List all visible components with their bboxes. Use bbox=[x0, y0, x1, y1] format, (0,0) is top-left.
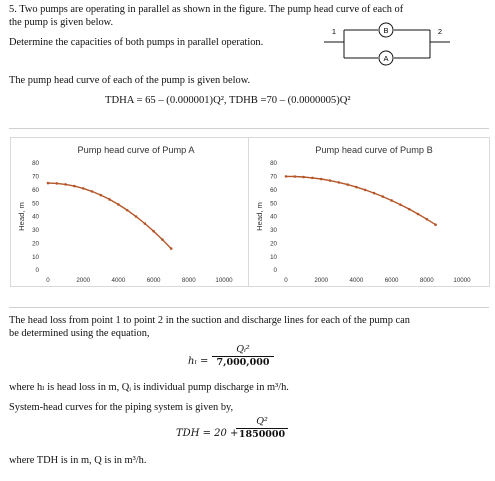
head-loss-where: where hₗ is head loss in m, Qᵢ is indivi… bbox=[9, 382, 289, 393]
chart-pump-a: Pump head curve of Pump A 0 10 20 30 40 50 60 70… bbox=[10, 137, 252, 287]
pump-a-y-tick-4: 40 bbox=[32, 214, 39, 221]
parallel-pump-schematic: B A 1 2 bbox=[324, 22, 450, 66]
pump-a-y-tick-0: 0 bbox=[36, 267, 40, 274]
pump-a-x-tick-1: 2000 bbox=[76, 277, 90, 284]
pump-b-series-0-point-17 bbox=[434, 223, 437, 226]
system-denominator: 1850000 bbox=[236, 428, 288, 441]
head-loss-denominator: 7,000,000 bbox=[212, 356, 274, 369]
pump-b-series-0-point-16 bbox=[425, 217, 429, 221]
pump-b-x-tick-2: 4000 bbox=[350, 277, 364, 284]
pump-a-series-0-point-13 bbox=[161, 238, 164, 241]
pump-b-symbol bbox=[378, 22, 394, 38]
pump-a-series-0-point-3 bbox=[73, 184, 76, 188]
system-where: where TDH is in m, Q is in m³/h. bbox=[9, 455, 147, 466]
pump-a-x-tick-0: 0 bbox=[46, 277, 50, 284]
pump-b-series-0-line bbox=[285, 175, 436, 226]
pump-b-y-label: Head, m bbox=[255, 202, 264, 231]
system-lhs: TDH = 20 + bbox=[176, 428, 239, 439]
pump-b-series-0-point-12 bbox=[390, 199, 393, 202]
pump-a-symbol bbox=[378, 50, 394, 66]
pump-b-frame bbox=[248, 137, 490, 287]
pump-b-series-0-point-6 bbox=[337, 181, 341, 184]
pump-b-series-0-point-3 bbox=[311, 176, 314, 180]
pump-b-series-0-point-8 bbox=[355, 185, 358, 189]
curves-intro: The pump head curve of each of the pump … bbox=[9, 75, 251, 86]
system-fraction: Q² 1850000 bbox=[236, 416, 288, 441]
pump-b-series-0-point-4 bbox=[319, 177, 323, 181]
pump-b-x-tick-4: 8000 bbox=[420, 277, 434, 284]
pump-b-series-0-point-9 bbox=[363, 188, 367, 192]
pump-b-series-0-point-13 bbox=[399, 203, 402, 206]
pump-a-y-tick-6: 60 bbox=[32, 187, 39, 194]
node-2-label: 2 bbox=[438, 27, 442, 36]
pump-b-series-0-point-10 bbox=[372, 191, 376, 195]
pump-a-y-tick-5: 50 bbox=[32, 200, 39, 207]
pump-b-y-tick-1: 10 bbox=[270, 254, 277, 261]
pump-a-series-0-point-14 bbox=[169, 247, 173, 250]
pump-a-label: A bbox=[383, 54, 388, 63]
pump-a-y-tick-7: 70 bbox=[32, 174, 39, 181]
pump-a-series-0-point-6 bbox=[99, 193, 103, 197]
pump-b-y-tick-4: 40 bbox=[270, 214, 277, 221]
head-loss-numerator: Qᵢ² bbox=[236, 344, 250, 355]
pump-b-series-0-point-1 bbox=[293, 175, 297, 178]
node-1-label: 1 bbox=[332, 27, 336, 36]
pump-b-y-tick-6: 60 bbox=[270, 187, 277, 194]
pump-b-y-tick-0: 0 bbox=[274, 267, 278, 274]
pump-a-x-tick-4: 8000 bbox=[182, 277, 196, 284]
pump-a-y-tick-2: 20 bbox=[32, 240, 39, 247]
system-numerator: Q² bbox=[256, 416, 268, 427]
pump-a-series-0-point-11 bbox=[143, 222, 147, 225]
head-loss-lhs: hₗ = bbox=[188, 356, 209, 367]
problem-line-3: Determine the capacities of both pumps i… bbox=[9, 37, 264, 48]
pump-b-series-0-point-2 bbox=[302, 175, 305, 179]
system-intro: System-head curves for the piping system… bbox=[9, 402, 234, 413]
head-loss-intro-1: The head loss from point 1 to point 2 in… bbox=[9, 315, 410, 326]
pump-b-x-tick-0: 0 bbox=[284, 277, 288, 284]
divider-bottom bbox=[9, 307, 489, 308]
pump-b-x-tick-3: 6000 bbox=[385, 277, 399, 284]
pump-a-series-0-point-0 bbox=[46, 181, 50, 185]
pump-a-x-tick-5: 10000 bbox=[215, 277, 233, 284]
pump-a-series-0-point-5 bbox=[90, 190, 94, 193]
divider-top bbox=[9, 128, 489, 129]
pump-a-x-tick-3: 6000 bbox=[147, 277, 161, 284]
pump-b-y-tick-8: 80 bbox=[270, 160, 277, 167]
pump-b-label: B bbox=[383, 26, 388, 35]
pump-b-y-tick-5: 50 bbox=[270, 200, 277, 207]
pump-a-y-tick-8: 80 bbox=[32, 160, 39, 167]
pump-a-series-0-point-7 bbox=[108, 198, 111, 201]
pump-a-series-0-point-1 bbox=[55, 182, 59, 185]
pump-a-title: Pump head curve of Pump A bbox=[78, 145, 196, 155]
pump-b-series-0-point-14 bbox=[407, 207, 411, 211]
pump-b-x-tick-1: 2000 bbox=[314, 277, 328, 284]
pump-a-y-label: Head, m bbox=[17, 202, 26, 231]
pump-b-series-0-point-5 bbox=[328, 179, 332, 182]
pump-a-series-0-point-12 bbox=[152, 229, 155, 233]
pump-a-y-tick-1: 10 bbox=[32, 254, 39, 261]
pump-b-series-0-point-11 bbox=[381, 195, 385, 198]
pump-a-series-0-point-4 bbox=[81, 187, 85, 190]
pump-b-series-0-point-15 bbox=[416, 212, 420, 216]
pump-a-x-tick-2: 4000 bbox=[112, 277, 126, 284]
head-loss-intro-2: be determined using the equation, bbox=[9, 328, 150, 339]
pump-b-title: Pump head curve of Pump B bbox=[315, 145, 432, 155]
pump-b-series-0-point-0 bbox=[284, 175, 288, 178]
pump-b-y-tick-2: 20 bbox=[270, 240, 277, 247]
pump-b-y-tick-3: 30 bbox=[270, 227, 277, 234]
pump-b-series-0-point-7 bbox=[346, 183, 349, 186]
pump-b-x-tick-5: 10000 bbox=[453, 277, 471, 284]
pump-a-series-0-point-2 bbox=[64, 183, 67, 186]
head-loss-fraction: Qᵢ² 7,000,000 bbox=[212, 344, 274, 369]
problem-line-2: the pump is given below. bbox=[9, 17, 114, 28]
pump-a-series-0-point-8 bbox=[117, 203, 120, 206]
pump-a-y-tick-3: 30 bbox=[32, 227, 39, 234]
pump-curve-equations: TDHA = 65 – (0.000001)Q², TDHB =70 – (0.… bbox=[105, 95, 351, 106]
pump-a-series-0-point-9 bbox=[125, 208, 129, 212]
pump-a-series-0-point-10 bbox=[134, 215, 138, 218]
problem-line-1: 5. Two pumps are operating in parallel a… bbox=[9, 4, 404, 15]
chart-pump-b: Pump head curve of Pump B 0 10 20 30 40 50 60 70… bbox=[248, 137, 490, 287]
pump-b-y-tick-7: 70 bbox=[270, 174, 277, 181]
